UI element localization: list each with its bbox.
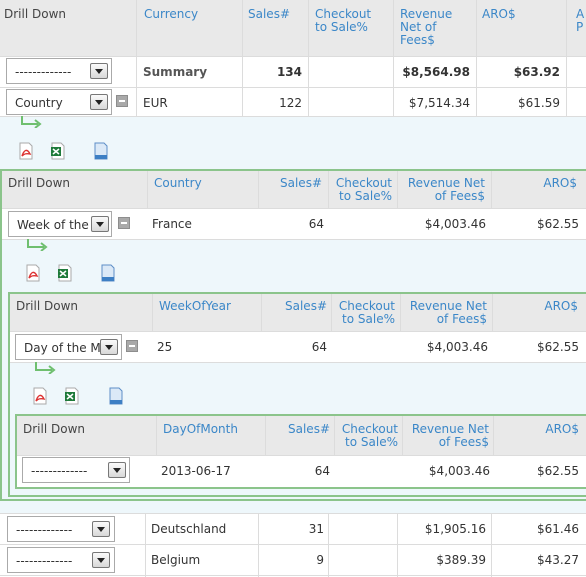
deutschland-aro: $61.46 [537, 522, 579, 536]
day-header-sales[interactable]: Sales# [288, 422, 330, 436]
deutschland-revenue: $1,905.16 [424, 522, 486, 536]
day-date: 2013-06-17 [161, 464, 231, 478]
france-sales: 64 [308, 217, 324, 231]
document-icon[interactable] [93, 142, 109, 160]
belgium-revenue: $389.39 [436, 553, 486, 567]
day-aro: $62.55 [537, 464, 579, 478]
country-header-country[interactable]: Country [154, 176, 202, 190]
chevron-down-icon [92, 521, 110, 537]
pdf-icon[interactable] [32, 387, 48, 405]
week-value: 25 [157, 340, 173, 354]
belgium-drill-select[interactable]: ------------- [7, 547, 115, 573]
deutschland-sales: 31 [308, 522, 324, 536]
collapse-icon[interactable] [126, 340, 138, 352]
day-revenue: $4,003.46 [428, 464, 490, 478]
week-header-week[interactable]: WeekOfYear [159, 299, 231, 313]
excel-icon[interactable] [57, 264, 73, 282]
france-aro: $62.55 [537, 217, 579, 231]
document-icon[interactable] [108, 387, 124, 405]
main-header [0, 0, 586, 56]
header-sales[interactable]: Sales# [248, 7, 290, 21]
day-drill-select[interactable]: ------------- [22, 457, 130, 483]
belgium-sales: 9 [316, 553, 324, 567]
header-checkout[interactable]: Checkout to Sale% [315, 7, 372, 34]
deutschland-drill-select[interactable]: ------------- [7, 516, 115, 542]
france-revenue: $4,003.46 [424, 217, 486, 231]
belgium-select-value: ------------- [16, 554, 73, 568]
chevron-down-icon [92, 552, 110, 568]
excel-icon[interactable] [64, 387, 80, 405]
day-header-revenue[interactable]: Revenue Net of Fees$ [411, 422, 489, 449]
deutschland-select-value: ------------- [16, 523, 73, 537]
chevron-down-icon [108, 462, 126, 478]
summary-drill-select[interactable]: ------------- [6, 58, 112, 84]
summary-aro: $63.92 [513, 65, 560, 79]
document-icon[interactable] [100, 264, 116, 282]
week-header-checkout[interactable]: Checkout to Sale% [338, 299, 395, 326]
week-revenue: $4,003.46 [426, 340, 488, 354]
day-table [15, 414, 586, 489]
header-extra[interactable]: A P [576, 8, 585, 34]
day-header-aro[interactable]: ARO$ [545, 422, 579, 436]
week-aro: $62.55 [537, 340, 579, 354]
chevron-down-icon [100, 339, 118, 355]
france-select-value: Week of the Y [17, 218, 100, 232]
chevron-down-icon [90, 94, 108, 110]
pdf-icon[interactable] [25, 264, 41, 282]
eur-sales: 122 [279, 96, 302, 110]
header-aro[interactable]: ARO$ [482, 7, 516, 21]
chevron-down-icon [90, 63, 108, 79]
week-drill-select[interactable]: Day of the Mo [15, 334, 122, 360]
day-select-value: ------------- [31, 464, 88, 478]
drill-arrow-icon [21, 116, 42, 128]
header-drill-down: Drill Down [4, 7, 66, 21]
country-header-revenue[interactable]: Revenue Net of Fees$ [407, 176, 485, 203]
week-header-sales[interactable]: Sales# [285, 299, 327, 313]
header-currency[interactable]: Currency [144, 7, 199, 21]
summary-label: Summary [143, 65, 208, 79]
week-header [10, 294, 586, 331]
collapse-icon[interactable] [118, 217, 130, 229]
pdf-icon[interactable] [18, 142, 34, 160]
week-select-value: Day of the Mo [24, 341, 109, 355]
day-sales: 64 [314, 464, 330, 478]
eur-select-value: Country [15, 96, 63, 110]
france-country: France [152, 217, 192, 231]
day-header-drill: Drill Down [23, 422, 85, 436]
eur-revenue: $7,514.34 [408, 96, 470, 110]
summary-sales: 134 [276, 65, 302, 79]
country-header-aro[interactable]: ARO$ [543, 176, 577, 190]
country-header-sales[interactable]: Sales# [280, 176, 322, 190]
france-drill-select[interactable]: Week of the Y [8, 211, 112, 237]
week-header-drill: Drill Down [16, 299, 78, 313]
eur-aro: $61.59 [518, 96, 560, 110]
week-sales: 64 [311, 340, 327, 354]
day-header-checkout[interactable]: Checkout to Sale% [341, 422, 398, 449]
summary-select-value: ------------- [15, 65, 72, 79]
belgium-aro: $43.27 [537, 553, 579, 567]
collapse-icon[interactable] [116, 95, 128, 107]
deutschland-country: Deutschland [151, 522, 227, 536]
summary-revenue: $8,564.98 [402, 65, 470, 79]
day-header [17, 416, 586, 455]
belgium-country: Belgium [151, 553, 201, 567]
excel-icon[interactable] [50, 142, 66, 160]
week-header-aro[interactable]: ARO$ [544, 299, 578, 313]
country-header [2, 171, 586, 208]
eur-currency: EUR [143, 96, 168, 110]
country-header-drill: Drill Down [8, 176, 70, 190]
day-header-day[interactable]: DayOfMonth [163, 422, 238, 436]
eur-drill-select[interactable]: Country [6, 89, 112, 115]
chevron-down-icon [91, 216, 109, 232]
country-table [0, 169, 586, 501]
drill-arrow-icon [27, 239, 48, 251]
header-revenue[interactable]: Revenue Net of Fees$ [400, 7, 453, 47]
country-header-checkout[interactable]: Checkout to Sale% [335, 176, 392, 203]
week-table [8, 292, 586, 497]
drill-arrow-icon [35, 362, 56, 374]
week-header-revenue[interactable]: Revenue Net of Fees$ [409, 299, 487, 326]
